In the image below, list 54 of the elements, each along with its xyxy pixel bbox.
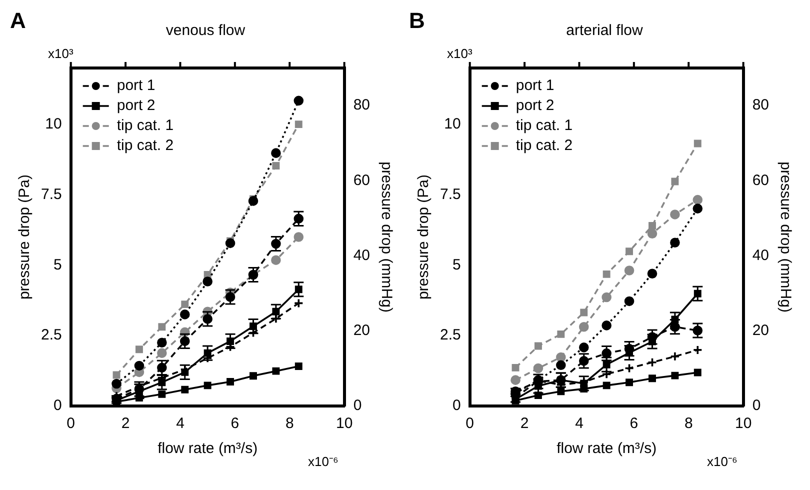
y-tick-label: 0 xyxy=(452,397,461,414)
y-tick-label: 0 xyxy=(54,397,62,414)
chart-title: arterial flow xyxy=(566,22,644,40)
text: A xyxy=(10,8,26,34)
x-tick-label: 4 xyxy=(176,415,184,432)
y2-tick-label: 0 xyxy=(752,397,761,414)
text: x10⁻⁶ xyxy=(308,453,338,470)
legend-label: tip cat. 2 xyxy=(116,137,174,154)
legend-label: tip cat. 2 xyxy=(516,137,573,154)
x-axis-title: flow rate (m³/s) xyxy=(158,440,258,458)
legend-label: port 1 xyxy=(116,77,156,94)
y-axis-title: pressure drop (Pa) xyxy=(16,174,34,300)
legend-label: port 2 xyxy=(516,97,554,114)
x-axis-title: flow rate (m³/s) xyxy=(556,440,657,458)
x-tick-label: 6 xyxy=(230,415,240,432)
x-tick-label: 6 xyxy=(630,415,638,432)
y-tick-label: 2.5 xyxy=(40,326,62,344)
y2-tick-label: 80 xyxy=(353,96,370,114)
y2-tick-label: 60 xyxy=(353,172,370,189)
y-axis-title: pressure drop (Pa) xyxy=(415,174,432,300)
y-tick-label: 2.5 xyxy=(440,326,461,344)
x-tick-label: 4 xyxy=(575,415,584,432)
text: B xyxy=(409,8,425,34)
legend-label: tip cat. 1 xyxy=(516,117,573,134)
legend-label: tip cat. 1 xyxy=(116,117,174,134)
legend-label: port 2 xyxy=(116,97,156,114)
y-tick-label: 7.5 xyxy=(440,186,461,203)
x-tick-label: 0 xyxy=(66,415,76,432)
text: x10³ xyxy=(48,46,74,61)
chart-title: venous flow xyxy=(166,22,246,40)
y-tick-label: 10 xyxy=(444,115,461,132)
x-tick-label: 2 xyxy=(520,415,529,432)
y2-tick-label: 20 xyxy=(353,322,370,340)
y2-tick-label: 40 xyxy=(353,246,370,264)
y2-tick-label: 0 xyxy=(353,397,362,414)
y2-axis-title: pressure drop (mmHg) xyxy=(378,162,395,312)
x-tick-label: 2 xyxy=(121,415,130,432)
x-tick-label: 8 xyxy=(684,415,693,432)
y-tick-label: 10 xyxy=(45,115,62,132)
y-tick-label: 7.5 xyxy=(40,186,62,203)
y2-tick-label: 60 xyxy=(752,172,770,189)
text: x10⁻⁶ xyxy=(707,453,738,470)
x-tick-label: 0 xyxy=(466,415,474,432)
x-tick-label: 8 xyxy=(285,415,294,432)
y2-tick-label: 40 xyxy=(752,246,770,264)
y-tick-label: 5 xyxy=(54,256,62,274)
y2-tick-label: 20 xyxy=(752,322,770,340)
y2-tick-label: 80 xyxy=(752,96,770,114)
x-tick-label: 10 xyxy=(734,415,752,432)
y2-axis-title: pressure drop (mmHg) xyxy=(776,162,794,312)
y-tick-label: 5 xyxy=(452,256,461,274)
legend-label: port 1 xyxy=(516,77,554,94)
x-tick-label: 10 xyxy=(336,415,353,432)
text: x10³ xyxy=(447,46,472,61)
